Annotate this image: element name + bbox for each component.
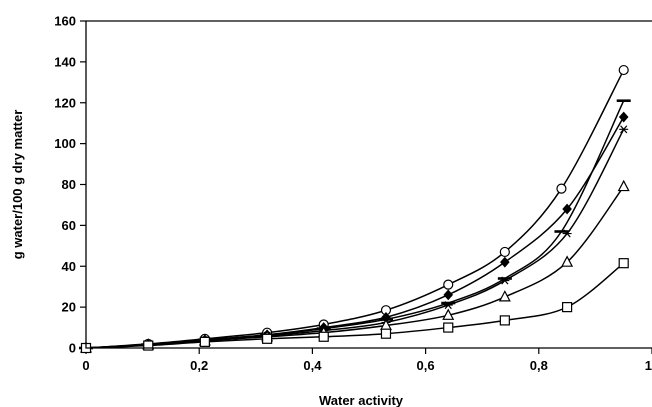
x-tick-label: 0,2: [190, 358, 208, 373]
series-curve-2: [85, 100, 625, 349]
asterisk-marker: [619, 125, 629, 134]
y-tick-label: 120: [54, 95, 76, 110]
x-axis-title: Water activity: [319, 393, 404, 407]
x-tick-label: 0,6: [417, 358, 435, 373]
square-marker: [499, 315, 510, 326]
series-curve-5: [85, 186, 625, 349]
y-tick-label: 160: [54, 14, 76, 29]
triangle-marker: [498, 290, 511, 302]
series-markers-5: [80, 179, 630, 353]
square-marker: [199, 336, 210, 347]
triangle-marker: [442, 308, 455, 320]
y-tick-label: 80: [62, 177, 76, 192]
plot-frame: [85, 20, 652, 349]
square-marker: [443, 322, 454, 333]
y-tick-label: 100: [54, 136, 76, 151]
series-markers-3: [81, 111, 629, 354]
circle-marker: [556, 183, 567, 194]
triangle-marker: [561, 255, 574, 267]
asterisk-marker: [443, 301, 453, 310]
series-markers-2: [79, 99, 631, 350]
y-axis-tick-labels: 0 20 40 60 80 100 120 140 160: [54, 14, 76, 356]
circle-marker: [499, 246, 510, 258]
diamond-marker: [618, 111, 629, 123]
diamond-marker: [562, 203, 572, 215]
circle-marker: [618, 64, 629, 76]
y-tick-label: 140: [54, 54, 76, 69]
y-tick-label: 0: [69, 341, 76, 356]
x-tick-label: 0,4: [303, 358, 322, 373]
triangle-marker: [617, 179, 630, 192]
square-marker: [262, 333, 273, 344]
x-axis-tick-labels: 0 0,2 0,4 0,6 0,8 1: [82, 358, 652, 373]
square-marker: [318, 331, 329, 342]
y-tick-label: 60: [62, 218, 76, 233]
series-curve-3: [85, 116, 625, 349]
x-tick-label: 0,8: [530, 358, 548, 373]
series-curve-6: [85, 262, 625, 349]
square-marker: [618, 258, 629, 269]
x-axis-ticks: [85, 348, 652, 354]
y-tick-label: 20: [62, 300, 76, 315]
circle-marker: [443, 279, 454, 290]
fitted-curves: [85, 69, 625, 349]
series-markers-6: [80, 258, 629, 354]
square-marker: [561, 302, 573, 313]
diamond-marker: [443, 289, 454, 301]
y-axis-title: g water/100 g dry matter: [10, 110, 25, 260]
x-tick-label: 0: [82, 358, 89, 373]
asterisk-marker: [500, 276, 510, 285]
y-axis-ticks: [80, 20, 86, 349]
series-curve-1: [85, 69, 625, 349]
data-markers: [79, 64, 631, 354]
x-tick-label: 1: [645, 358, 652, 373]
diamond-marker: [500, 256, 510, 268]
square-marker: [143, 340, 154, 351]
y-tick-label: 40: [62, 259, 76, 274]
square-marker: [380, 328, 392, 339]
asterisk-marker: [562, 229, 572, 238]
